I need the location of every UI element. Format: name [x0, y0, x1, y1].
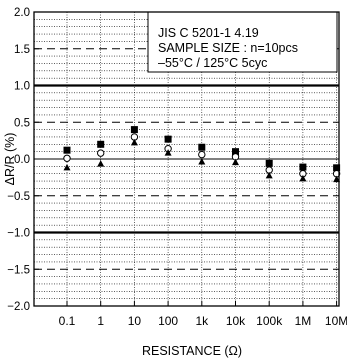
data-point-square: [164, 135, 172, 143]
x-tick-label: 10k: [226, 314, 246, 328]
annotation-line-1: JIS C 5201-1 4.19: [158, 26, 259, 40]
x-tick-label: 100: [158, 314, 178, 328]
data-series: [63, 126, 341, 183]
data-point-square: [198, 143, 206, 151]
reference-lines: [34, 48, 339, 270]
data-point-triangle: [130, 138, 138, 146]
data-point-square: [63, 146, 71, 154]
data-point-triangle: [232, 158, 239, 166]
y-tick-label: −1.5: [7, 264, 30, 276]
y-tick-label: 0.5: [14, 117, 30, 129]
x-tick-label: 10: [128, 314, 142, 328]
y-tick-label: 1.0: [14, 81, 30, 93]
y-axis-ticks: 2.0 1.5 1.0 0.5 0.0 −0.5 −1.0 −1.5 −2.0: [7, 7, 39, 313]
data-point-square: [130, 126, 138, 134]
data-point-circle: [97, 149, 105, 157]
y-tick-label: −1.0: [7, 228, 30, 240]
x-tick-label: 100k: [256, 314, 283, 328]
x-tick-label: 10M: [325, 314, 347, 328]
data-point-circle: [198, 150, 206, 159]
y-tick-label: −2.0: [7, 301, 30, 313]
data-point-triangle: [164, 149, 172, 156]
x-tick-label: 1: [97, 314, 104, 328]
data-point-triangle: [97, 160, 105, 167]
data-point-square: [265, 159, 273, 167]
data-point-triangle: [198, 157, 206, 165]
y-tick-label: −0.5: [7, 191, 30, 203]
x-axis-ticks: 0.1 1 10 100 1k 10k 100k 1M 10M: [59, 301, 347, 328]
data-point-square: [333, 164, 341, 172]
data-point-square: [97, 140, 105, 148]
x-tick-label: 0.1: [59, 314, 76, 328]
data-point-triangle: [265, 171, 273, 179]
data-point-triangle: [299, 174, 307, 182]
data-point-circle: [63, 154, 71, 162]
y-tick-label: 2.0: [14, 7, 30, 19]
plot-frame: [33, 11, 340, 307]
y-tick-label: 0.0: [14, 154, 30, 166]
grid: [34, 12, 339, 306]
y-axis-label: ΔR/R (%): [3, 133, 17, 186]
x-axis-label: RESISTANCE (Ω): [142, 344, 242, 358]
annotation-line-2: SAMPLE SIZE : n=10pcs: [158, 41, 298, 55]
y-tick-label: 1.5: [14, 44, 30, 56]
data-point-square: [232, 148, 239, 156]
x-tick-label: 1k: [195, 314, 209, 328]
data-point-triangle: [63, 163, 71, 171]
data-point-square: [299, 163, 307, 171]
x-tick-label: 1M: [295, 314, 312, 328]
annotation-box: [147, 11, 338, 73]
annotation-line-3: –55°C / 125°C 5cyc: [158, 56, 267, 70]
